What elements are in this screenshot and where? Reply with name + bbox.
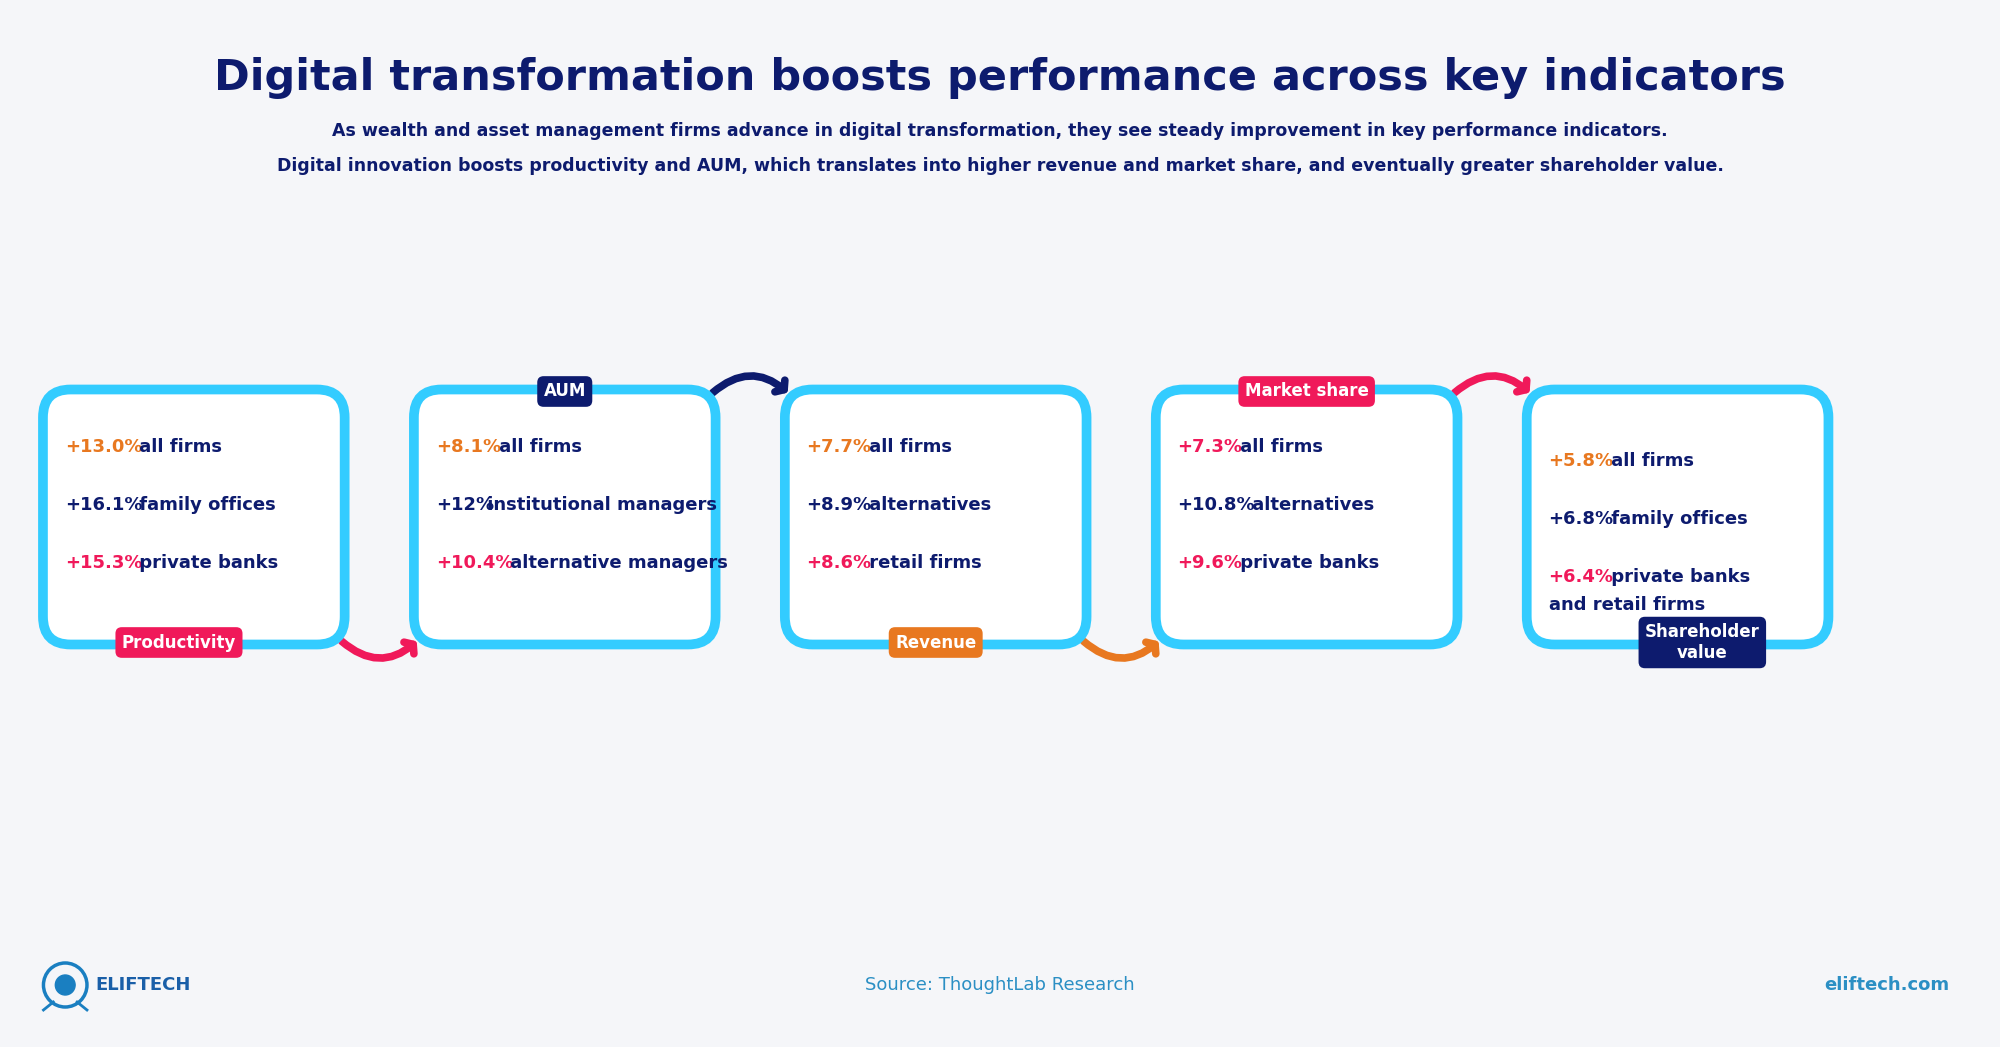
Text: ELIFTECH: ELIFTECH — [94, 976, 190, 994]
Text: +8.6%: +8.6% — [806, 554, 872, 572]
Text: +6.8%: +6.8% — [1548, 510, 1614, 528]
Text: Source: ThoughtLab Research: Source: ThoughtLab Research — [866, 976, 1134, 994]
Text: institutional managers: institutional managers — [482, 496, 718, 514]
Text: +8.9%: +8.9% — [806, 496, 872, 514]
Text: all firms: all firms — [1606, 452, 1694, 470]
Text: all firms: all firms — [132, 438, 222, 456]
FancyBboxPatch shape — [1526, 389, 1828, 645]
Text: +10.4%: +10.4% — [436, 554, 514, 572]
Text: private banks: private banks — [1606, 569, 1750, 586]
Text: +15.3%: +15.3% — [64, 554, 142, 572]
Text: +9.6%: +9.6% — [1178, 554, 1242, 572]
Text: alternatives: alternatives — [864, 496, 992, 514]
Text: alternative managers: alternative managers — [504, 554, 728, 572]
FancyBboxPatch shape — [784, 389, 1086, 645]
Text: As wealth and asset management firms advance in digital transformation, they see: As wealth and asset management firms adv… — [332, 122, 1668, 140]
Text: +16.1%: +16.1% — [64, 496, 142, 514]
Text: Digital transformation boosts performance across key indicators: Digital transformation boosts performanc… — [214, 57, 1786, 99]
Text: alternatives: alternatives — [1246, 496, 1374, 514]
Text: +7.7%: +7.7% — [806, 438, 872, 456]
Text: +8.1%: +8.1% — [436, 438, 500, 456]
Text: +5.8%: +5.8% — [1548, 452, 1614, 470]
Text: all firms: all firms — [1234, 438, 1324, 456]
Text: all firms: all firms — [492, 438, 582, 456]
FancyBboxPatch shape — [42, 389, 344, 645]
Text: family offices: family offices — [1606, 510, 1748, 528]
Text: private banks: private banks — [1234, 554, 1380, 572]
Text: +6.4%: +6.4% — [1548, 569, 1614, 586]
FancyBboxPatch shape — [1156, 389, 1458, 645]
Text: AUM: AUM — [544, 382, 586, 401]
Text: Market share: Market share — [1244, 382, 1368, 401]
Text: Shareholder
value: Shareholder value — [1644, 623, 1760, 662]
Circle shape — [56, 975, 76, 995]
Text: eliftech.com: eliftech.com — [1824, 976, 1950, 994]
Text: Revenue: Revenue — [896, 633, 976, 651]
Text: and retail firms: and retail firms — [1548, 596, 1704, 614]
Text: +7.3%: +7.3% — [1178, 438, 1242, 456]
Text: +12%: +12% — [436, 496, 494, 514]
Text: Digital innovation boosts productivity and AUM, which translates into higher rev: Digital innovation boosts productivity a… — [276, 157, 1724, 175]
Text: +13.0%: +13.0% — [64, 438, 142, 456]
Text: retail firms: retail firms — [864, 554, 982, 572]
Text: private banks: private banks — [132, 554, 278, 572]
FancyBboxPatch shape — [414, 389, 716, 645]
Text: family offices: family offices — [132, 496, 276, 514]
Text: Productivity: Productivity — [122, 633, 236, 651]
Text: +10.8%: +10.8% — [1178, 496, 1256, 514]
Text: all firms: all firms — [864, 438, 952, 456]
